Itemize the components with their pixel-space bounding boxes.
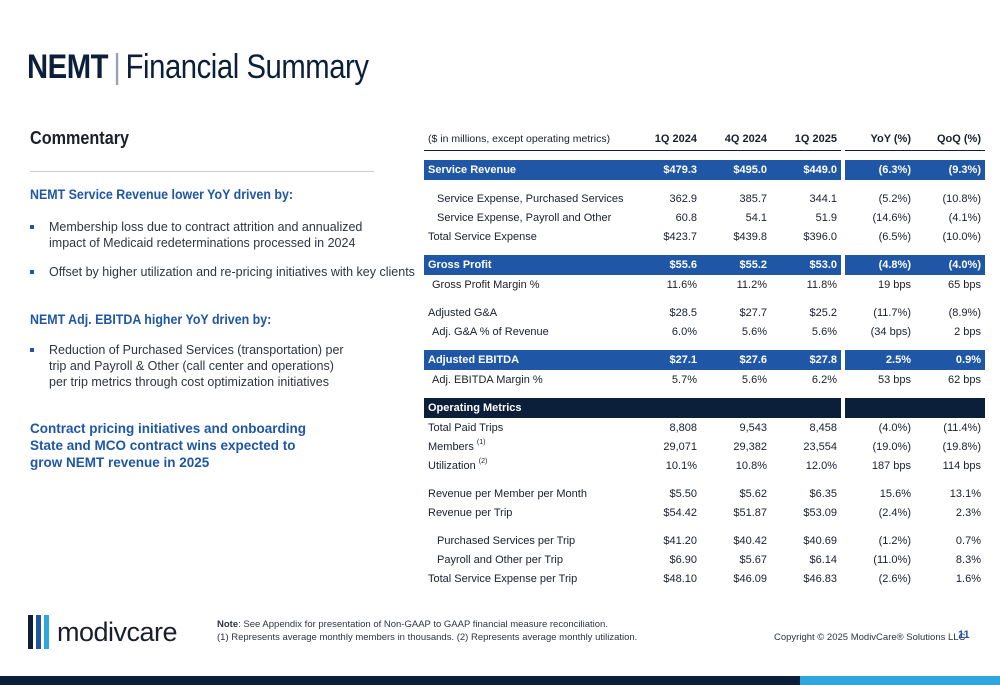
table-row: Revenue per Trip $54.42 $51.87 $53.09 (2…: [428, 506, 981, 519]
table-row: Purchased Services per Trip $41.20 $40.4…: [437, 534, 981, 547]
col-header: 4Q 2024: [701, 128, 771, 151]
table-row: Service Expense, Payroll and Other 60.8 …: [437, 211, 981, 224]
note-label: Note: [217, 619, 239, 630]
title-bold: NEMT: [27, 48, 109, 86]
revenue-heading: NEMT Service Revenue lower YoY driven by…: [30, 187, 293, 202]
bullet-square-icon: [30, 270, 34, 274]
commentary-panel: Commentary: [30, 128, 380, 149]
bullet-text: Membership loss due to contract attritio…: [49, 220, 363, 250]
table-row: Gross Profit $55.6 $55.2 $53.0 (4.8%) (4…: [424, 255, 985, 275]
table-row: Service Expense, Purchased Services 362.…: [437, 192, 981, 205]
table-row: Adjusted G&A $28.5 $27.7 $25.2 (11.7%) (…: [428, 306, 981, 319]
table-row: Adj. EBITDA Margin % 5.7% 5.6% 6.2% 53 b…: [432, 373, 981, 386]
commentary-title: Commentary: [30, 128, 130, 148]
logo-wordmark: modivcare: [57, 616, 178, 647]
table-row: Adj. G&A % of Revenue 6.0% 5.6% 5.6% (34…: [432, 325, 981, 338]
footnote-marker: (2): [478, 457, 488, 465]
table-row: Payroll and Other per Trip $6.90 $5.67 $…: [437, 553, 981, 566]
col-header: 1Q 2025: [771, 128, 841, 151]
footnote: Note: See Appendix for presentation of N…: [217, 618, 637, 644]
financial-summary-table: ($ in millions, except operating metrics…: [424, 128, 985, 588]
table-row: Adjusted EBITDA $27.1 $27.6 $27.8 2.5% 0…: [424, 350, 985, 370]
col-header: 1Q 2024: [631, 128, 701, 151]
bullet-square-icon: [30, 225, 34, 229]
ebitda-heading: NEMT Adj. EBITDA higher YoY driven by:: [30, 312, 272, 327]
outlook-callout: Contract pricing initiatives and onboard…: [30, 421, 307, 470]
bullet-square-icon: [30, 348, 34, 352]
footnote-marker: (1): [476, 438, 486, 446]
table-row: Total Service Expense $423.7 $439.8 $396…: [428, 230, 981, 243]
units-label: ($ in millions, except operating metrics…: [424, 128, 631, 151]
table-row: Utilization (2) 10.1% 10.8% 12.0% 187 bp…: [428, 457, 981, 472]
table-row: Gross Profit Margin % 11.6% 11.2% 11.8% …: [432, 278, 981, 291]
copyright: Copyright © 2025 ModivCare® Solutions LL…: [774, 632, 966, 643]
title-light: Financial Summary: [125, 48, 369, 86]
bullet-text: Reduction of Purchased Services (transpo…: [49, 343, 344, 389]
col-header: QoQ (%): [915, 128, 985, 151]
title-separator: |: [113, 48, 121, 86]
table-row: Revenue per Member per Month $5.50 $5.62…: [428, 487, 981, 500]
table-row: Service Revenue $479.3 $495.0 $449.0 (6.…: [424, 160, 985, 180]
logo-mark-icon: [28, 615, 49, 649]
table-row: Total Service Expense per Trip $48.10 $4…: [428, 572, 981, 585]
table-row: Members (1) 29,071 29,382 23,554 (19.0%)…: [428, 438, 981, 453]
note-line-2: (1) Represents average monthly members i…: [217, 632, 638, 643]
operating-metrics-header: Operating Metrics: [424, 398, 985, 418]
bullet-text: Offset by higher utilization and re-pric…: [49, 265, 415, 279]
page-title: NEMT | Financial Summary: [27, 44, 369, 90]
note-line-1: : See Appendix for presentation of Non-G…: [238, 619, 608, 630]
col-header: YoY (%): [845, 128, 915, 151]
table-row: Total Paid Trips 8,808 9,543 8,458 (4.0%…: [428, 421, 981, 434]
modivcare-logo: modivcare: [28, 614, 178, 650]
footer-bar: [0, 676, 1000, 685]
page-number: 11: [958, 629, 970, 641]
commentary-divider: [30, 171, 374, 172]
table-header-row: ($ in millions, except operating metrics…: [424, 128, 985, 151]
